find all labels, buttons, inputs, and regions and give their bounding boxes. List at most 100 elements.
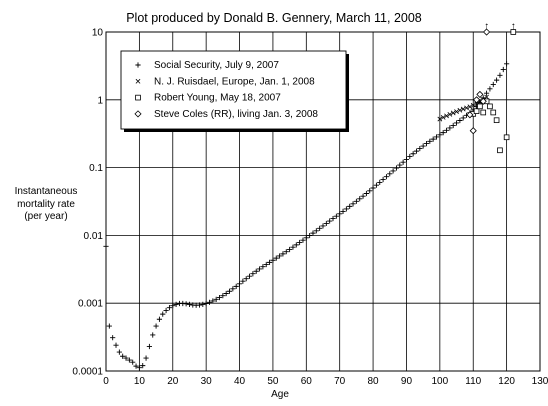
data-point-plus — [146, 343, 152, 350]
plot-frame — [105, 31, 541, 372]
data-point-plus — [160, 311, 166, 317]
data-point-plus — [223, 290, 229, 297]
data-point-square — [510, 29, 517, 35]
legend-label: N. J. Ruisdael, Europe, Jan. 1, 2008 — [154, 76, 315, 87]
x-tick-label: 110 — [465, 376, 481, 387]
data-point-plus — [494, 77, 500, 83]
y-tick-label: 0.001 — [78, 299, 103, 310]
data-point-plus — [400, 159, 406, 165]
data-point-plus — [303, 235, 309, 241]
data-point-plus — [233, 283, 239, 289]
data-point-plus — [273, 255, 279, 261]
data-point-square — [480, 109, 487, 116]
data-point-plus — [183, 301, 189, 307]
data-point-plus — [250, 271, 256, 277]
data-point-square — [487, 103, 493, 110]
y-axis-label-line-2: mortality rate — [17, 198, 75, 210]
data-point-plus — [483, 90, 490, 96]
data-point-cross — [470, 102, 476, 108]
data-point-plus — [307, 232, 313, 239]
x-tick-label: 40 — [234, 376, 246, 387]
y-tick-label: 0.01 — [84, 231, 104, 242]
data-point-cross — [447, 111, 453, 117]
legend-label: Steve Coles (RR), living Jan. 3, 2008 — [154, 109, 318, 120]
data-point-cross — [484, 94, 489, 100]
data-point-plus — [340, 208, 346, 214]
data-point-plus — [320, 223, 326, 229]
data-point-plus — [407, 153, 413, 160]
data-point-plus — [263, 261, 269, 268]
data-point-plus — [143, 355, 149, 361]
data-point-plus — [397, 162, 403, 168]
data-point-plus — [333, 213, 339, 219]
data-point-cross — [444, 113, 449, 119]
y-tick-label: 0.0001 — [72, 367, 103, 378]
data-point-plus — [173, 301, 179, 308]
data-point-plus — [363, 190, 369, 197]
data-point-square — [477, 103, 483, 110]
data-point-plus — [390, 168, 396, 174]
legend-item: N. J. Ruisdael, Europe, Jan. 1, 2008 — [135, 76, 315, 87]
data-point-square — [490, 109, 497, 116]
data-point-square — [473, 108, 480, 114]
x-tick-label: 10 — [134, 376, 146, 387]
data-point-plus — [210, 298, 216, 304]
data-point-plus — [163, 307, 169, 314]
y-tick-label: 0.1 — [89, 163, 103, 174]
chart-title: Plot produced by Donald B. Gennery, Marc… — [126, 11, 422, 25]
data-point-plus — [170, 303, 176, 309]
data-point-plus — [133, 363, 139, 369]
data-point-plus — [317, 225, 323, 231]
data-point-plus — [120, 353, 126, 359]
data-point-plus — [420, 143, 426, 149]
data-point-square — [135, 94, 141, 101]
data-point-plus — [277, 253, 283, 259]
data-point-plus — [460, 115, 466, 121]
data-point-plus — [293, 242, 299, 248]
data-point-plus — [287, 246, 293, 253]
x-tick-label: 60 — [301, 376, 313, 387]
data-point-plus — [266, 259, 273, 265]
data-point-plus — [126, 357, 132, 363]
data-point-diamond — [483, 28, 491, 36]
data-point-plus — [136, 365, 142, 371]
data-point-plus — [103, 243, 109, 249]
data-point-plus — [343, 206, 349, 212]
data-point-plus — [330, 215, 336, 222]
data-point-plus — [140, 363, 146, 369]
data-point-plus — [437, 132, 443, 138]
data-point-plus — [283, 249, 289, 255]
data-point-cross — [450, 110, 456, 116]
data-point-plus — [417, 145, 423, 152]
data-point-plus — [357, 196, 363, 202]
data-point-plus — [373, 182, 380, 188]
data-point-cross — [135, 78, 141, 84]
data-point-plus — [236, 281, 243, 287]
data-point-plus — [450, 122, 456, 129]
data-point-plus — [327, 218, 333, 224]
data-point-square — [493, 117, 500, 124]
data-point-plus — [423, 140, 430, 147]
data-point-plus — [347, 203, 353, 209]
data-point-cross — [440, 115, 446, 120]
data-point-plus — [500, 66, 506, 73]
data-point-plus — [150, 332, 156, 338]
data-point-plus — [457, 117, 463, 124]
data-point-cross — [454, 109, 459, 114]
series-diamond — [466, 28, 491, 135]
x-tick-label: 20 — [167, 376, 179, 387]
x-tick-label: 100 — [432, 376, 449, 387]
data-point-plus — [353, 198, 359, 204]
data-marks: ↑ ↑ — [103, 21, 517, 371]
data-point-plus — [487, 86, 493, 92]
legend-item: Robert Young, May 18, 2007 — [135, 93, 281, 104]
data-point-plus — [206, 299, 213, 305]
legend-label: Robert Young, May 18, 2007 — [154, 93, 281, 104]
y-tick-label: 1 — [97, 95, 103, 106]
data-point-plus — [256, 266, 263, 272]
data-point-square — [503, 134, 510, 141]
data-point-plus — [186, 301, 193, 308]
data-point-plus — [280, 251, 286, 257]
data-point-plus — [290, 244, 296, 250]
